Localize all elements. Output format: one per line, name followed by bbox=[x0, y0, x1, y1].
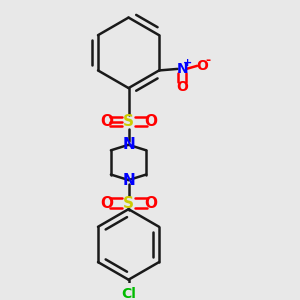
Text: N: N bbox=[122, 172, 135, 188]
Text: O: O bbox=[100, 114, 113, 129]
Text: S: S bbox=[123, 114, 134, 129]
Text: S: S bbox=[123, 196, 134, 211]
Text: N: N bbox=[122, 137, 135, 152]
Text: O: O bbox=[176, 80, 188, 94]
Text: Cl: Cl bbox=[121, 287, 136, 300]
Text: +: + bbox=[183, 58, 192, 68]
Text: -: - bbox=[205, 54, 210, 68]
Text: O: O bbox=[196, 59, 208, 73]
Text: N: N bbox=[176, 62, 188, 76]
Text: O: O bbox=[144, 114, 157, 129]
Text: O: O bbox=[144, 196, 157, 211]
Text: O: O bbox=[100, 196, 113, 211]
